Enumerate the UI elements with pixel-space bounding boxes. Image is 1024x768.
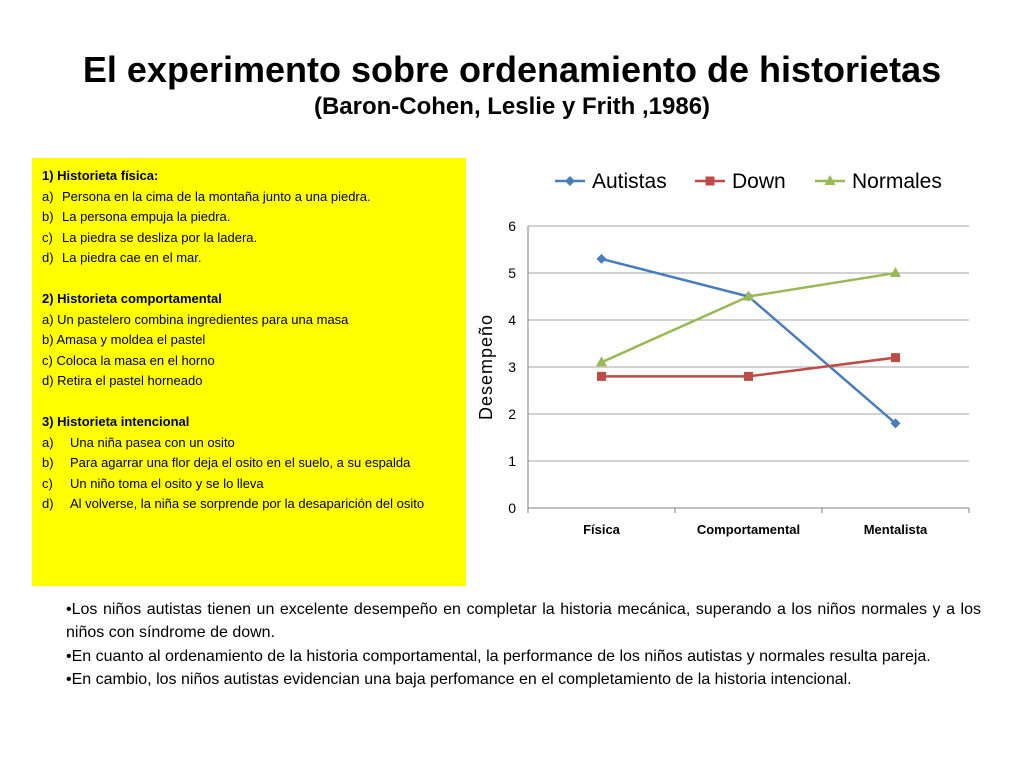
list-item: c) La piedra se desliza por la ladera.	[42, 228, 456, 249]
list-marker: d)	[42, 250, 54, 266]
list-marker: b)	[42, 209, 54, 225]
y-axis-title: Desempeño	[476, 314, 496, 420]
list-item: b) Amasa y moldea el pastel	[42, 332, 206, 348]
list-item: d) Retira el pastel horneado	[42, 373, 203, 389]
list-text: La piedra se desliza por la ladera.	[62, 229, 258, 245]
list-text: La piedra cae en el mar.	[62, 250, 202, 266]
spacer	[42, 392, 456, 412]
section-title: 1) Historieta física:	[42, 168, 159, 183]
list-item: b) Para agarrar una flor deja el osito en…	[42, 453, 456, 474]
x-tick-label: Comportamental	[697, 522, 800, 537]
line-chart: 0 1 2 3 4 5 6 Física Comportamental Mentalista Des…	[476, 170, 970, 537]
list-marker: c)	[42, 229, 53, 245]
list-item: b) La persona empuja la piedra.	[42, 207, 456, 228]
data-point-normales	[743, 290, 754, 301]
list-marker: d)	[42, 496, 54, 512]
y-tick-label: 0	[508, 500, 516, 516]
y-tick-label: 1	[508, 453, 516, 469]
list-item: c) Un niño toma el osito y se lo lleva	[42, 474, 456, 495]
bullet-item: •En cuanto al ordenamiento de la histori…	[66, 647, 931, 665]
legend-marker-autistas	[565, 176, 575, 186]
y-tick-label: 6	[508, 218, 516, 234]
list-item: c) Coloca la masa en el horno	[42, 352, 215, 368]
list-item: a) Persona en la cima de la montaña junto…	[42, 187, 456, 208]
y-tick-label: 4	[508, 312, 516, 328]
list-item: d) Al volverse, la niña se sorprende por …	[42, 494, 456, 515]
series-line-autistas	[601, 257, 897, 425]
x-tick-label: Mentalista	[864, 522, 928, 537]
legend-marker-down	[705, 176, 715, 186]
data-point-normales	[890, 267, 901, 277]
data-point-down	[744, 371, 753, 381]
data-point-down	[891, 353, 900, 363]
legend-label-normales: Normales	[852, 170, 942, 193]
story-description-box: 1) Historieta física: a) Persona en la ci…	[32, 158, 466, 586]
legend-marker-normales	[824, 175, 836, 185]
legend-label-down: Down	[732, 170, 786, 193]
data-point-autistas	[596, 253, 607, 264]
list-item: a) Una niña pasea con un osito	[42, 433, 456, 454]
slide-subtitle: (Baron-Cohen, Leslie y Frith ,1986)	[313, 93, 711, 120]
bullet-item: •Los niños autistas tienen un excelente …	[66, 601, 981, 642]
data-point-down	[597, 371, 606, 381]
data-point-autistas	[890, 418, 901, 429]
list-marker: a)	[42, 434, 54, 450]
section-title: 2) Historieta comportamental	[42, 290, 222, 306]
y-tick-label: 2	[508, 406, 516, 422]
list-text: Persona en la cima de la montaña junto a…	[62, 188, 371, 204]
list-marker: c)	[42, 475, 53, 491]
list-marker: a)	[42, 188, 54, 204]
x-tick-label: Física	[583, 522, 621, 537]
section-list: a) Persona en la cima de la montaña junto…	[42, 187, 456, 269]
list-item: d) La piedra cae en el mar.	[42, 248, 456, 269]
slide-title: El experimento sobre ordenamiento de his…	[82, 49, 942, 90]
section-title: 3) Historieta intencional	[42, 413, 190, 429]
series-line-normales	[600, 271, 896, 364]
y-tick-label: 5	[508, 265, 516, 281]
list-marker: b)	[42, 455, 54, 471]
conclusions-list: •Los niños autistas tienen un excelente …	[66, 598, 981, 692]
list-text: Para agarrar una flor deja el osito en e…	[70, 455, 411, 471]
bullet-item: •En cambio, los niños autistas evidencia…	[66, 671, 852, 689]
data-point-normales	[596, 356, 607, 367]
legend-label-autistas: Autistas	[592, 170, 667, 193]
list-item: a) Un pastelero combina ingredientes par…	[42, 311, 349, 327]
list-text: La persona empuja la piedra.	[62, 209, 231, 225]
spacer	[42, 269, 456, 289]
list-text: Al volverse, la niña se sorprende por la…	[70, 496, 425, 512]
list-text: Un niño toma el osito y se lo lleva	[70, 475, 264, 491]
section-list: a) Una niña pasea con un osito b) Para aga…	[42, 433, 456, 515]
y-tick-label: 3	[508, 359, 516, 375]
list-text: Una niña pasea con un osito	[70, 434, 235, 450]
